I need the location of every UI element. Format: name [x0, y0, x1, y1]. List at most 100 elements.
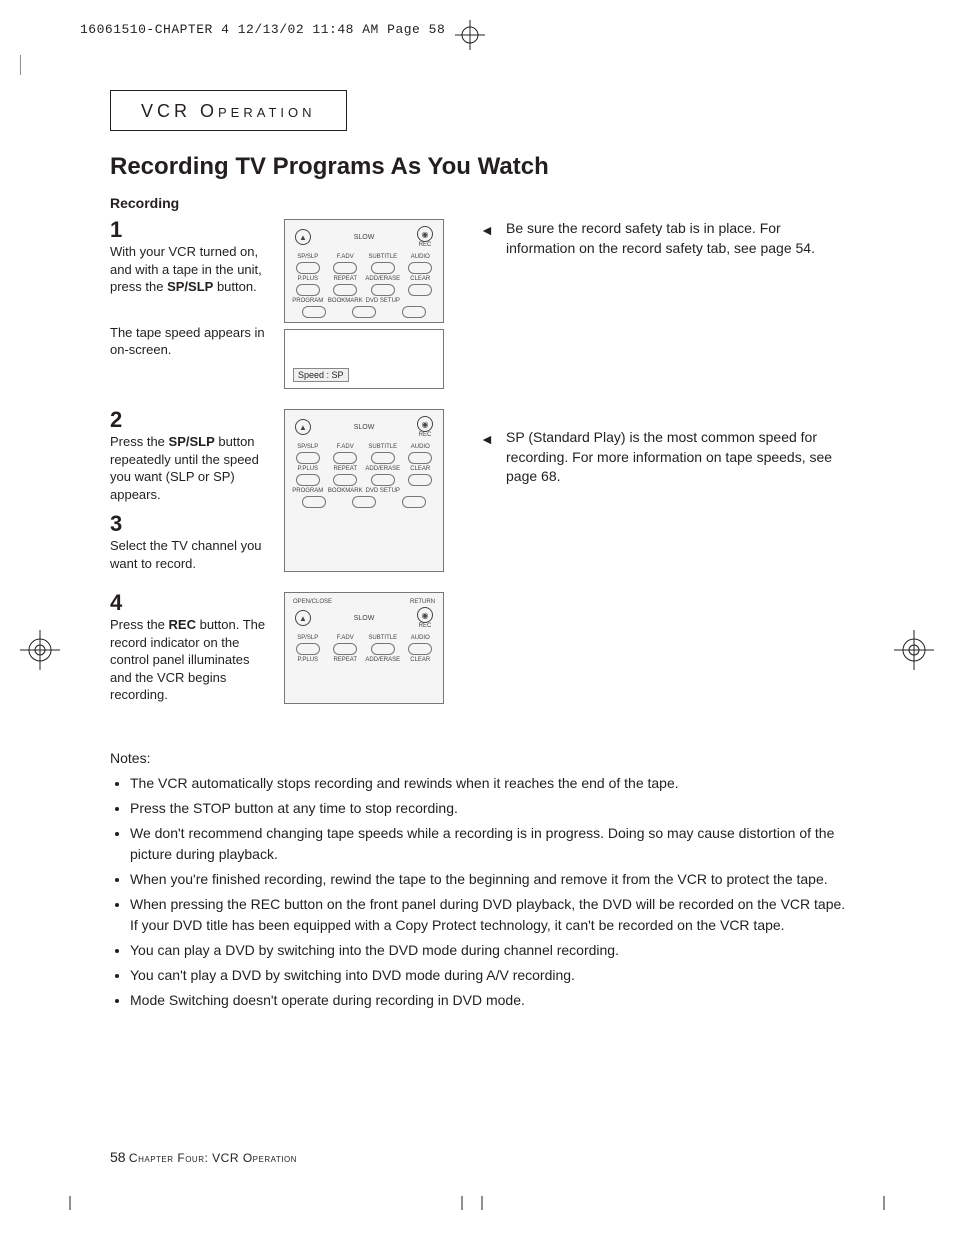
registration-mark-left	[20, 630, 60, 670]
remote-button	[296, 284, 320, 296]
btn-label: ADD/ERASE	[365, 466, 401, 472]
btn-label: SP/SLP	[290, 444, 326, 450]
note-item: Press the STOP button at any time to sto…	[130, 798, 850, 819]
step-4: 4 Press the REC button. The record indic…	[110, 592, 450, 704]
steps-column: 1 With your VCR turned on, and with a ta…	[110, 219, 450, 724]
btn-label: SP/SLP	[290, 635, 326, 641]
registration-mark-right	[894, 630, 934, 670]
remote-button	[333, 474, 357, 486]
remote-diagram: OPEN/CLOSE RETURN ▲ SLOW ◉ REC SP/SLPF.A…	[284, 592, 444, 704]
btn-label: PROGRAM	[290, 488, 326, 494]
remote-button	[371, 452, 395, 464]
chapter-label: Chapter Four: VCR Operation	[129, 1151, 297, 1165]
btn-label: ADD/ERASE	[365, 276, 401, 282]
page-content: VCR Operation Recording TV Programs As Y…	[110, 90, 850, 1015]
btn-label: AUDIO	[402, 444, 438, 450]
remote-button	[352, 496, 376, 508]
remote-button	[408, 474, 432, 486]
step-text: button.	[213, 279, 256, 294]
osd-text: Speed : SP	[293, 368, 349, 382]
note-item: The VCR automatically stops recording an…	[130, 773, 850, 794]
btn-label: BOOKMARK	[327, 488, 363, 494]
btn-label: REPEAT	[327, 466, 363, 472]
remote-button	[333, 452, 357, 464]
btn-label: CLEAR	[402, 466, 438, 472]
btn-label: P.PLUS	[290, 657, 326, 663]
remote-button	[402, 306, 426, 318]
section-label-box: VCR Operation	[110, 90, 347, 131]
eject-icon: ▲	[295, 229, 311, 245]
btn-label: DVD SETUP	[365, 298, 401, 304]
step-number: 4	[110, 592, 270, 614]
print-slug: 16061510-CHAPTER 4 12/13/02 11:48 AM Pag…	[80, 22, 445, 37]
step-bold: REC	[169, 617, 196, 632]
step-text: Press the	[110, 434, 169, 449]
step-number: 1	[110, 219, 270, 241]
step-number: 3	[110, 513, 270, 535]
remote-button	[408, 643, 432, 655]
crop-mark	[455, 1196, 469, 1210]
page-footer: 58 Chapter Four: VCR Operation	[110, 1149, 297, 1165]
slow-label: SLOW	[354, 234, 375, 241]
note-item: When pressing the REC button on the fron…	[130, 894, 850, 936]
remote-button	[296, 643, 320, 655]
step-subtext: The tape speed appears in on-screen.	[110, 324, 270, 359]
remote-button	[408, 262, 432, 274]
step-2-3: 2 Press the SP/SLP button repeatedly unt…	[110, 409, 450, 572]
btn-label: AUDIO	[402, 635, 438, 641]
step-number: 2	[110, 409, 270, 431]
tips-column: Be sure the record safety tab is in plac…	[480, 219, 840, 724]
btn-label: SUBTITLE	[365, 254, 401, 260]
btn-label: CLEAR	[402, 657, 438, 663]
remote-button	[371, 643, 395, 655]
notes-label: Notes:	[110, 748, 850, 769]
rec-icon: ◉	[417, 226, 433, 242]
remote-button	[371, 474, 395, 486]
btn-label: F.ADV	[327, 254, 363, 260]
crop-mark	[20, 55, 40, 75]
remote-and-osd: ▲ SLOW ◉ REC SP/SLPF.ADVSUBTITLEAUDIO P.…	[284, 219, 444, 389]
btn-label: P.PLUS	[290, 466, 326, 472]
remote-button	[408, 284, 432, 296]
rec-label: REC	[417, 432, 433, 438]
rec-icon: ◉	[417, 607, 433, 623]
crop-mark	[874, 1196, 894, 1210]
remote-button	[402, 496, 426, 508]
btn-label: SUBTITLE	[365, 444, 401, 450]
page-number: 58	[110, 1149, 126, 1165]
btn-label: SP/SLP	[290, 254, 326, 260]
registration-mark-top	[455, 20, 485, 50]
btn-label: PROGRAM	[290, 298, 326, 304]
btn-label: REPEAT	[327, 276, 363, 282]
remote-button	[352, 306, 376, 318]
btn-label: REPEAT	[327, 657, 363, 663]
btn-label: AUDIO	[402, 254, 438, 260]
step-bold: SP/SLP	[167, 279, 213, 294]
remote-button	[302, 496, 326, 508]
page-title: Recording TV Programs As You Watch	[110, 153, 850, 181]
notes-section: Notes: The VCR automatically stops recor…	[110, 748, 850, 1011]
note-item: We don't recommend changing tape speeds …	[130, 823, 850, 865]
btn-label: P.PLUS	[290, 276, 326, 282]
btn-label: F.ADV	[327, 444, 363, 450]
btn-label: CLEAR	[402, 276, 438, 282]
remote-button	[371, 262, 395, 274]
rec-label: REC	[417, 242, 433, 248]
section-label: VCR Operation	[141, 101, 316, 121]
btn-label: SUBTITLE	[365, 635, 401, 641]
remote-diagram: ▲ SLOW ◉ REC SP/SLPF.ADVSUBTITLEAUDIO P.…	[284, 409, 444, 572]
eject-icon: ▲	[295, 610, 311, 626]
remote-button	[296, 452, 320, 464]
remote-button	[333, 643, 357, 655]
note-item: Mode Switching doesn't operate during re…	[130, 990, 850, 1011]
step-text: Select the TV channel you want to record…	[110, 538, 262, 571]
tip-text: SP (Standard Play) is the most common sp…	[506, 429, 832, 484]
note-item: You can't play a DVD by switching into D…	[130, 965, 850, 986]
eject-icon: ▲	[295, 419, 311, 435]
btn-label	[402, 298, 438, 304]
remote-button	[333, 284, 357, 296]
note-item: When you're finished recording, rewind t…	[130, 869, 850, 890]
btn-label	[402, 488, 438, 494]
rec-label: REC	[417, 623, 433, 629]
rec-icon: ◉	[417, 416, 433, 432]
